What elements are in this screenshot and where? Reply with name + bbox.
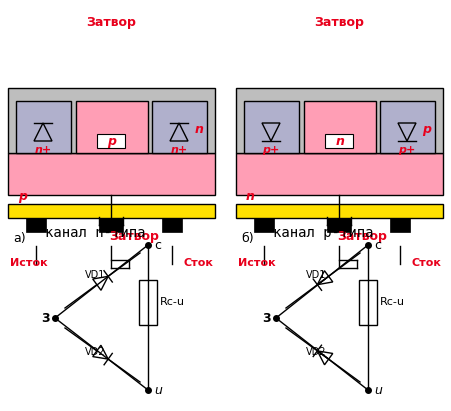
- Text: VD1: VD1: [306, 270, 327, 280]
- Text: VD2: VD2: [306, 347, 327, 357]
- Text: p: p: [422, 123, 431, 136]
- FancyBboxPatch shape: [254, 218, 274, 232]
- Text: u: u: [374, 383, 382, 397]
- Text: Rc-u: Rc-u: [160, 297, 185, 307]
- FancyBboxPatch shape: [236, 204, 443, 218]
- Text: Сток: Сток: [411, 258, 441, 268]
- Text: Rc-u: Rc-u: [380, 297, 405, 307]
- FancyBboxPatch shape: [244, 101, 299, 153]
- Text: а): а): [13, 232, 26, 245]
- FancyBboxPatch shape: [325, 134, 353, 148]
- Text: n+: n+: [170, 145, 188, 155]
- Text: б): б): [241, 232, 253, 245]
- Text: Сток: Сток: [183, 258, 213, 268]
- Text: Исток: Исток: [10, 258, 48, 268]
- Text: Затвор: Затвор: [86, 16, 136, 29]
- Text: n: n: [246, 190, 255, 203]
- FancyBboxPatch shape: [8, 153, 215, 195]
- Text: Исток: Исток: [238, 258, 276, 268]
- Text: Затвор: Затвор: [314, 16, 364, 29]
- FancyBboxPatch shape: [236, 153, 443, 195]
- FancyBboxPatch shape: [26, 218, 46, 232]
- Text: u: u: [154, 383, 162, 397]
- FancyBboxPatch shape: [99, 218, 123, 232]
- FancyBboxPatch shape: [162, 218, 182, 232]
- FancyBboxPatch shape: [97, 134, 125, 148]
- Text: p: p: [107, 135, 116, 148]
- Text: 3: 3: [41, 312, 50, 325]
- FancyBboxPatch shape: [304, 101, 376, 153]
- Text: Затвор: Затвор: [337, 230, 387, 243]
- FancyBboxPatch shape: [327, 218, 351, 232]
- Text: c: c: [374, 238, 381, 252]
- FancyBboxPatch shape: [8, 88, 215, 153]
- FancyBboxPatch shape: [359, 280, 377, 325]
- Text: VD1: VD1: [85, 270, 106, 280]
- Text: VD2: VD2: [85, 347, 106, 357]
- FancyBboxPatch shape: [139, 280, 157, 325]
- Text: канал n-типа: канал n-типа: [45, 226, 145, 240]
- FancyBboxPatch shape: [76, 101, 148, 153]
- Text: n: n: [336, 135, 345, 148]
- FancyBboxPatch shape: [236, 88, 443, 153]
- Text: канал p-типа: канал p-типа: [273, 226, 373, 240]
- Text: c: c: [154, 238, 161, 252]
- Text: p: p: [18, 190, 27, 203]
- Text: 3: 3: [262, 312, 271, 325]
- Text: n: n: [194, 123, 203, 136]
- Text: Затвор: Затвор: [109, 230, 159, 243]
- Text: p+: p+: [262, 145, 280, 155]
- FancyBboxPatch shape: [390, 218, 410, 232]
- Text: p+: p+: [398, 145, 416, 155]
- FancyBboxPatch shape: [16, 101, 71, 153]
- FancyBboxPatch shape: [152, 101, 207, 153]
- FancyBboxPatch shape: [380, 101, 435, 153]
- Text: n+: n+: [34, 145, 51, 155]
- FancyBboxPatch shape: [8, 204, 215, 218]
